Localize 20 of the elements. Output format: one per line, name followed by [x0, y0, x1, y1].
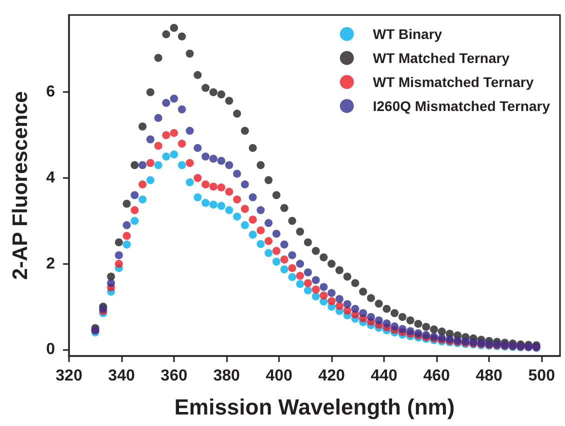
x-tick-label: 320	[56, 368, 82, 384]
x-tick-label: 440	[370, 368, 398, 384]
y-axis-title: 2-AP Fluorescence	[9, 91, 32, 280]
legend-label: WT Binary	[372, 26, 442, 42]
y-tick-label: 0	[46, 341, 56, 358]
x-tick-label: 340	[108, 368, 135, 384]
legend-label: I260Q Mismatched Ternary	[372, 98, 550, 114]
x-tick-label: 420	[318, 368, 346, 384]
y-tick-label: 2	[46, 255, 56, 272]
y-tick-label: 6	[46, 84, 56, 101]
y-tick-label: 4	[46, 169, 56, 186]
legend-label: WT Mismatched Ternary	[372, 74, 534, 90]
x-tick-label: 460	[423, 368, 450, 384]
legend-label: WT Matched Ternary	[372, 50, 510, 66]
x-tick-label: 500	[528, 368, 556, 384]
x-tick-label: 480	[476, 368, 503, 384]
x-tick-label: 400	[266, 368, 292, 384]
x-tick-label: 360	[160, 368, 188, 384]
x-tick-label: 380	[213, 368, 240, 384]
x-axis-title: Emission Wavelength (nm)	[174, 394, 455, 420]
